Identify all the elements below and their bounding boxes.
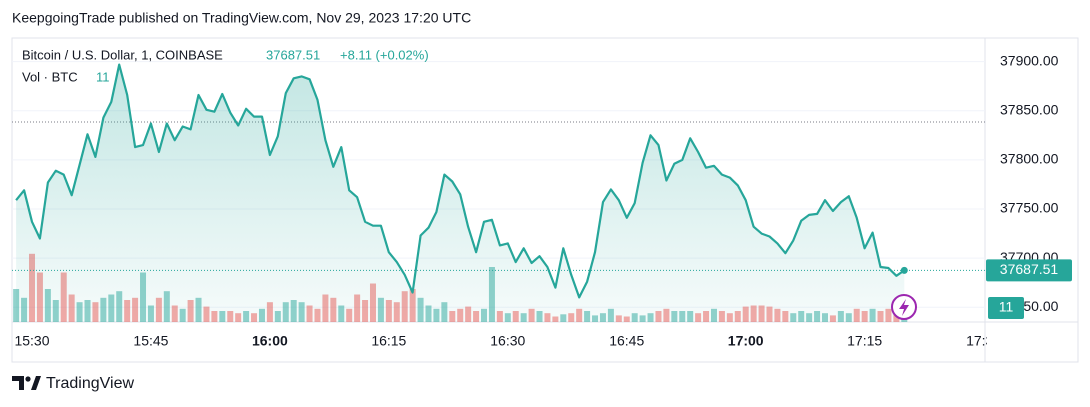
alert-bolt <box>899 299 909 316</box>
volume-badge-label: 11 <box>999 299 1014 315</box>
volume-badge <box>988 297 1024 319</box>
x-tick-label: 16:00 <box>252 333 288 349</box>
symbol-label: Bitcoin / U.S. Dollar, 1, COINBASE <box>22 47 223 62</box>
last-price: 37687.51 <box>266 47 320 62</box>
y-tick-label: 37850.00 <box>1000 101 1059 117</box>
x-tick-label: 16:15 <box>371 333 406 349</box>
footer-brand: TradingView <box>46 375 134 392</box>
y-tick-label: 37800.00 <box>1000 151 1059 167</box>
last-price-dot <box>900 266 908 274</box>
last-volume: 11 <box>96 69 110 84</box>
price-badge-label: 37687.51 <box>1000 261 1059 277</box>
y-tick-label: 37900.00 <box>1000 52 1059 68</box>
x-tick-label: 17:00 <box>728 333 764 349</box>
price-badge <box>986 259 1072 282</box>
price-line <box>15 63 905 299</box>
x-tick-label: 16:30 <box>490 333 525 349</box>
time-axis: 15:30 15:45 16:00 16:15 16:30 16:45 17:00 17:15… <box>14 333 1001 349</box>
x-tick-label: 15:45 <box>133 333 168 349</box>
tradingview-logo <box>12 376 41 390</box>
overlay: 37687.51 11 <box>900 259 1072 319</box>
chart-frame <box>11 37 1079 363</box>
x-tick-label: 17:30 <box>966 333 1001 349</box>
x-tick-label: 17:15 <box>847 333 882 349</box>
price-area <box>16 64 905 322</box>
y-tick-label: 37750.00 <box>1000 200 1059 216</box>
volume-label: Vol · BTC <box>22 69 78 84</box>
price-change: +8.11 (+0.02%) <box>340 47 429 62</box>
plot <box>12 61 985 322</box>
publish-header: KeepgoingTrade published on TradingView.… <box>12 10 471 26</box>
x-tick-label: 15:30 <box>14 333 49 349</box>
x-tick-label: 16:45 <box>609 333 644 349</box>
